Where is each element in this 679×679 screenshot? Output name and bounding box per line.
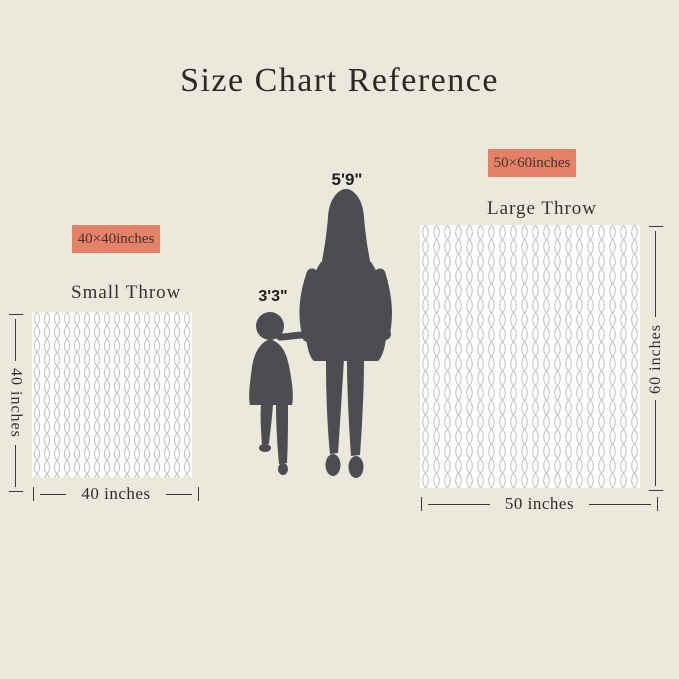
dimension-line	[428, 503, 490, 505]
dimension-end-bar	[33, 487, 34, 501]
dimension-end-bar	[657, 497, 658, 511]
dimension-tick	[648, 490, 663, 491]
small-throw-blanket-image	[32, 312, 192, 478]
small-throw-width-dimension: 40 inches	[33, 484, 199, 503]
dimension-tick	[648, 226, 663, 227]
dimension-line	[655, 400, 656, 486]
small-throw-size-badge: 40×40inches	[72, 225, 160, 253]
dimension-line	[165, 493, 192, 495]
child-silhouette	[249, 312, 307, 475]
page-title: Size Chart Reference	[180, 62, 499, 99]
dimension-line	[15, 444, 16, 487]
dimension-end-bar	[198, 487, 199, 501]
figure-silhouettes	[249, 189, 392, 478]
woman-silhouette	[299, 189, 392, 478]
small-throw-height-text: 40 inches	[7, 368, 25, 438]
dimension-line	[40, 493, 67, 495]
dimension-line	[655, 231, 656, 317]
child-height-label: 3'3"	[258, 288, 288, 305]
large-throw-height-text: 60 inches	[646, 323, 664, 394]
dimension-line	[589, 503, 651, 505]
large-throw-label: Large Throw	[487, 198, 598, 219]
small-throw-width-text: 40 inches	[81, 484, 151, 503]
large-throw-width-text: 50 inches	[504, 494, 575, 513]
large-throw-size-badge: 50×60inches	[488, 149, 576, 177]
small-throw-label: Small Throw	[71, 282, 182, 303]
dimension-tick	[8, 314, 23, 315]
dimension-line	[15, 319, 16, 362]
large-throw-height-dimension: 60 inches	[646, 226, 664, 491]
dimension-tick	[8, 491, 23, 492]
large-throw-width-dimension: 50 inches	[421, 494, 658, 513]
adult-height-label: 5'9"	[331, 170, 363, 189]
large-throw-blanket-image	[420, 225, 640, 488]
small-throw-height-dimension: 40 inches	[7, 314, 25, 492]
dimension-end-bar	[421, 497, 422, 511]
